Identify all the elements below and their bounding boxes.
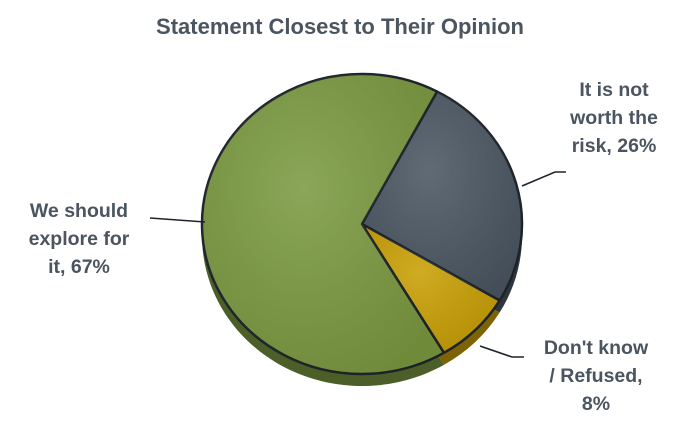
pie-slice-shading xyxy=(362,224,500,353)
pie-slices xyxy=(200,72,524,376)
chart-title: Statement Closest to Their Opinion xyxy=(156,14,524,39)
pie-slice-shading xyxy=(202,74,444,375)
leader-line-0 xyxy=(149,217,206,223)
slice-label-explore: We should explore for it, 67% xyxy=(28,200,130,278)
leader-line-2 xyxy=(479,345,524,358)
slice-label-dont-know: Don't know / Refused, 8% xyxy=(543,337,649,415)
slice-label-not-worth-risk: It is not worth the risk, 26% xyxy=(570,79,658,157)
leader-line-1 xyxy=(521,171,566,187)
leader-lines xyxy=(149,171,566,358)
pie-slice-shading xyxy=(362,91,522,301)
